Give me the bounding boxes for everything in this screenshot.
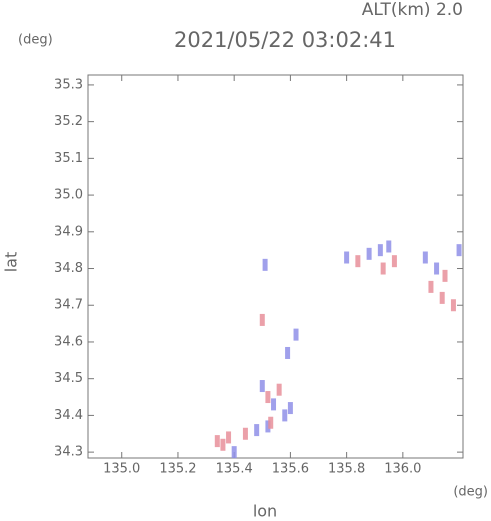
echo-cell — [366, 247, 372, 260]
y-tick-label: 34.9 — [54, 224, 83, 239]
echo-cell — [428, 280, 434, 293]
echo-cell — [377, 244, 383, 257]
echo-cell — [442, 269, 448, 282]
x-unit: (deg) — [453, 485, 488, 500]
y-tick-label: 34.7 — [54, 298, 83, 313]
echo-cell — [259, 380, 265, 393]
y-tick-label: 34.3 — [54, 445, 83, 460]
x-tick-label: 135.2 — [159, 462, 196, 477]
y-tick-label: 35.0 — [54, 188, 83, 203]
echo-cell — [242, 427, 248, 440]
echo-cell — [271, 398, 277, 411]
echo-cell — [450, 299, 456, 312]
echo-cell — [231, 446, 237, 459]
y-tick-label: 35.1 — [54, 151, 83, 166]
x-axis-label: lon — [253, 502, 277, 521]
echo-cell — [265, 391, 271, 404]
echo-cell — [226, 431, 232, 444]
echo-cell — [422, 251, 428, 264]
echo-cell — [220, 438, 226, 451]
x-tick-label: 135.6 — [272, 462, 309, 477]
y-tick-label: 34.6 — [54, 334, 83, 349]
altitude-label: ALT(km) 2.0 — [362, 0, 463, 20]
y-tick-label: 35.2 — [54, 114, 83, 129]
chart-title: 2021/05/22 03:02:41 — [174, 28, 396, 52]
y-tick-label: 34.5 — [54, 371, 83, 386]
echo-cell — [380, 262, 386, 275]
echo-cell — [287, 402, 293, 415]
echo-cell — [285, 346, 291, 359]
y-tick-label: 34.4 — [54, 408, 83, 423]
echo-cell — [293, 328, 299, 341]
echo-cell — [386, 240, 392, 253]
echo-cell — [276, 383, 282, 396]
echo-cell — [456, 244, 462, 257]
echo-cell — [262, 258, 268, 271]
x-tick-label: 135.8 — [328, 462, 365, 477]
echo-cell — [391, 255, 397, 268]
echo-cell — [254, 424, 260, 437]
echo-cell — [344, 251, 350, 264]
echo-cell — [259, 313, 265, 326]
echo-cell — [355, 255, 361, 268]
y-axis-label: lat — [2, 252, 21, 273]
y-unit: (deg) — [18, 33, 53, 48]
y-tick-label: 35.3 — [54, 77, 83, 92]
echo-cell — [434, 262, 440, 275]
x-tick-label: 135.0 — [103, 462, 140, 477]
plot-frame — [87, 74, 464, 459]
x-tick-label: 135.4 — [216, 462, 253, 477]
echo-cell — [282, 409, 288, 422]
echo-cell — [214, 435, 220, 448]
echo-cell — [265, 420, 271, 433]
x-tick-label: 136.0 — [384, 462, 421, 477]
y-tick-label: 34.8 — [54, 261, 83, 276]
echo-cell — [439, 291, 445, 304]
echo-cell — [268, 416, 274, 429]
